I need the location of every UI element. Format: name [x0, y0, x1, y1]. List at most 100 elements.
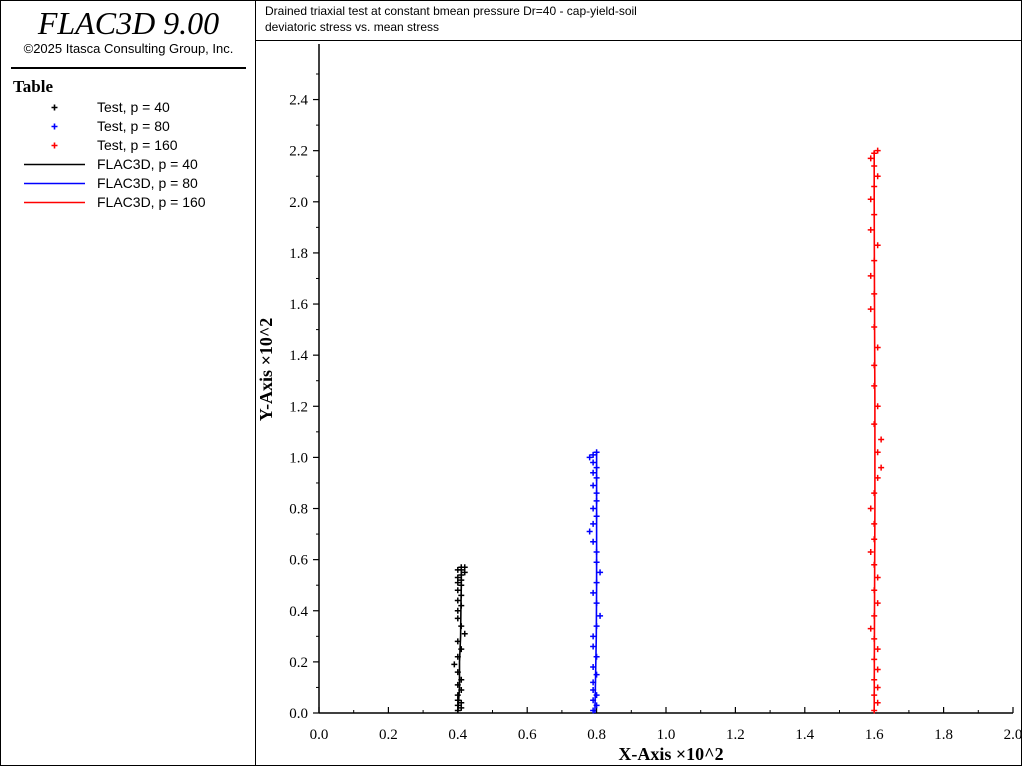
plot-header: Drained triaxial test at constant bmean …	[256, 0, 1022, 41]
data-point-0-15	[458, 623, 465, 630]
x-tick-label: 0.2	[379, 727, 398, 743]
legend-line-icon	[24, 163, 85, 166]
x-tick-label: 0.8	[587, 727, 606, 743]
y-tick-label: 0.8	[289, 502, 308, 518]
data-point-2-6	[871, 656, 878, 663]
data-point-2-25	[874, 403, 881, 410]
data-point-2-41	[867, 155, 874, 162]
y-tick-label: 0.4	[289, 604, 308, 620]
legend-label: FLAC3D, p = 40	[97, 156, 198, 172]
data-point-0-12	[458, 646, 465, 653]
data-point-0-23	[454, 579, 461, 586]
chart-area: 0.0 0.2 0.4 0.6 0.8 1.0 1.2 1.4 1.6 1.8 2.0 0.0 0.2 0…	[256, 44, 1022, 764]
x-tick-label: 0.0	[310, 727, 329, 743]
data-point-0-9	[454, 669, 461, 676]
data-point-2-11	[874, 600, 881, 607]
data-point-2-34	[874, 242, 881, 249]
data-point-2-38	[871, 183, 878, 190]
data-point-2-15	[867, 548, 874, 555]
data-point-1-24	[593, 497, 600, 504]
data-point-0-10	[451, 661, 458, 668]
data-point-0-11	[454, 653, 461, 660]
data-point-0-20	[458, 592, 465, 599]
data-point-2-36	[871, 211, 878, 218]
data-point-2-8	[871, 635, 878, 642]
data-point-2-16	[871, 536, 878, 543]
data-point-1-28	[590, 469, 597, 476]
data-point-2-1	[874, 699, 881, 706]
data-point-0-26	[458, 571, 465, 578]
y-tick-label: 2.0	[289, 195, 308, 211]
x-tick-label: 0.4	[448, 727, 467, 743]
data-point-2-32	[867, 272, 874, 279]
data-point-0-19	[454, 597, 461, 604]
data-point-0-21	[454, 587, 461, 594]
legend-label: FLAC3D, p = 80	[97, 175, 198, 191]
data-point-2-27	[871, 362, 878, 369]
axis-labels: 0.0 0.2 0.4 0.6 0.8 1.0 1.2 1.4 1.6 1.8 2.0 0.0 0.2 0…	[256, 93, 1022, 764]
y-tick-label: 1.0	[289, 450, 308, 466]
y-tick-label: 2.2	[289, 144, 308, 160]
data-point-0-16	[454, 615, 461, 622]
data-point-1-10	[590, 633, 597, 640]
data-point-1-1	[593, 702, 600, 709]
y-tick-label: 1.4	[289, 348, 308, 364]
y-tick-label: 0.2	[289, 655, 308, 671]
data-point-1-6	[593, 671, 600, 678]
y-tick-label: 1.8	[289, 246, 308, 262]
data-point-0-31	[461, 564, 468, 571]
data-point-1-22	[593, 513, 600, 520]
data-point-2-2	[871, 692, 878, 699]
y-tick-label: 1.2	[289, 399, 308, 415]
data-point-1-29	[593, 464, 600, 471]
x-tick-label: 1.8	[934, 727, 953, 743]
data-point-2-35	[867, 226, 874, 233]
data-point-2-24	[871, 421, 878, 428]
data-point-1-20	[586, 528, 593, 535]
data-point-2-18	[867, 505, 874, 512]
plot-frame	[255, 0, 1022, 766]
data-point-2-21	[878, 464, 885, 471]
data-point-2-29	[871, 324, 878, 331]
data-point-2-5	[874, 666, 881, 673]
y-tick-label: 2.4	[289, 93, 308, 109]
x-tick-label: 1.2	[726, 727, 745, 743]
data-point-1-15	[593, 579, 600, 586]
data-point-2-9	[867, 625, 874, 632]
axes	[313, 44, 1014, 714]
legend-item-flac3d-p80: FLAC3D, p = 80	[21, 174, 251, 193]
legend-label: Test, p = 80	[97, 118, 170, 134]
data-point-0-22	[458, 582, 465, 589]
data-point-2-12	[871, 587, 878, 594]
data-point-2-42	[871, 150, 878, 157]
data-point-1-23	[590, 505, 597, 512]
legend-line-icon	[24, 201, 85, 204]
data-point-1-12	[597, 612, 604, 619]
data-point-2-3	[874, 684, 881, 691]
legend-label: Test, p = 160	[97, 137, 178, 153]
legend-panel: FLAC3D 9.00 ©2025 Itasca Consulting Grou…	[0, 0, 255, 766]
data-point-0-18	[458, 602, 465, 609]
data-point-0-14	[461, 630, 468, 637]
data-point-1-31	[586, 454, 593, 461]
data-point-2-31	[871, 290, 878, 297]
x-tick-label: 0.6	[518, 727, 537, 743]
data-point-1-18	[593, 548, 600, 555]
data-point-1-9	[590, 643, 597, 650]
y-tick-label: 0.0	[289, 706, 308, 722]
data-point-2-14	[871, 561, 878, 568]
legend-marker-icon	[51, 104, 58, 111]
data-point-0-4	[454, 697, 461, 704]
y-tick-label: 0.6	[289, 553, 308, 569]
data-point-2-10	[871, 612, 878, 619]
data-point-1-27	[593, 474, 600, 481]
data-point-0-24	[458, 577, 465, 584]
data-point-2-22	[874, 449, 881, 456]
copyright-text: ©2025 Itasca Consulting Group, Inc.	[23, 41, 234, 56]
legend-label: FLAC3D, p = 160	[97, 194, 206, 210]
data-point-1-19	[590, 538, 597, 545]
data-point-0-2	[454, 702, 461, 709]
data-point-2-40	[871, 163, 878, 170]
data-point-2-4	[871, 676, 878, 683]
data-point-2-37	[867, 196, 874, 203]
